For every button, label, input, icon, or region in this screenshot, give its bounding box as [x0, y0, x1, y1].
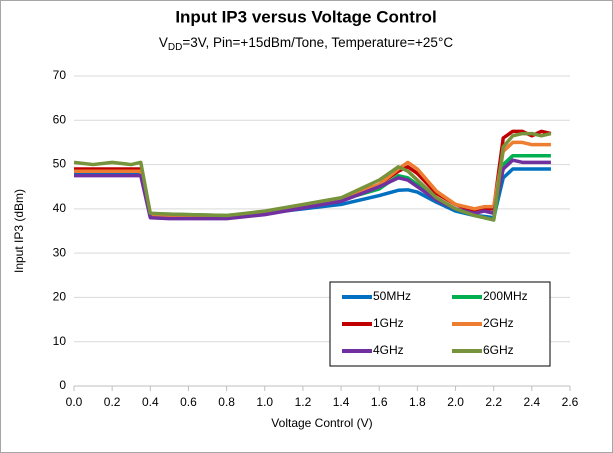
x-tick-label: 2.0: [447, 395, 464, 409]
x-tick-label: 1.8: [409, 395, 426, 409]
legend-label: 50MHz: [373, 289, 411, 303]
x-tick-label: 2.2: [485, 395, 502, 409]
y-tick-label: 40: [53, 201, 67, 215]
x-tick-label: 1.2: [295, 395, 312, 409]
y-tick-label: 60: [53, 112, 67, 126]
y-axis-label: Input IP3 (dBm): [12, 189, 26, 273]
x-axis-label: Voltage Control (V): [271, 416, 372, 430]
series-line: [73, 131, 552, 222]
legend-label: 2GHz: [483, 316, 514, 330]
y-tick-label: 10: [53, 334, 67, 348]
series-line: [74, 158, 551, 221]
x-tick-label: 2.4: [524, 395, 541, 409]
chart-title: Input IP3 versus Voltage Control: [175, 7, 436, 26]
x-tick-label: 0.0: [66, 395, 83, 409]
x-tick-label: 1.4: [333, 395, 350, 409]
legend: 50MHz 200MHz 1GHz 2GHz 4GHz 6GHz: [329, 281, 551, 367]
x-tick-label: 0.6: [180, 395, 197, 409]
x-tick-label: 0.2: [104, 395, 121, 409]
y-tick-label: 50: [53, 157, 67, 171]
x-tick-label: 2.6: [562, 395, 579, 409]
x-tick-label: 1.0: [256, 395, 273, 409]
chart-subtitle: VDD=3V, Pin=+15dBm/Tone, Temperature=+25…: [159, 35, 453, 53]
y-tick-label: 0: [59, 378, 66, 392]
x-tick-label: 1.6: [371, 395, 388, 409]
legend-label: 4GHz: [373, 343, 404, 357]
y-tick-label: 20: [53, 290, 67, 304]
legend-label: 1GHz: [373, 316, 404, 330]
subtitle-part: =3V, Pin=+15dBm/Tone, Temperature=+25°C: [182, 35, 453, 50]
x-tick-label: 0.8: [218, 395, 235, 409]
x-tick-label: 0.4: [142, 395, 159, 409]
legend-label: 200MHz: [483, 289, 528, 303]
subtitle-subscript: DD: [168, 42, 182, 53]
y-tick-label: 30: [53, 245, 67, 259]
y-tick-label: 70: [53, 68, 67, 82]
legend-label: 6GHz: [483, 343, 514, 357]
subtitle-part: V: [159, 35, 168, 50]
